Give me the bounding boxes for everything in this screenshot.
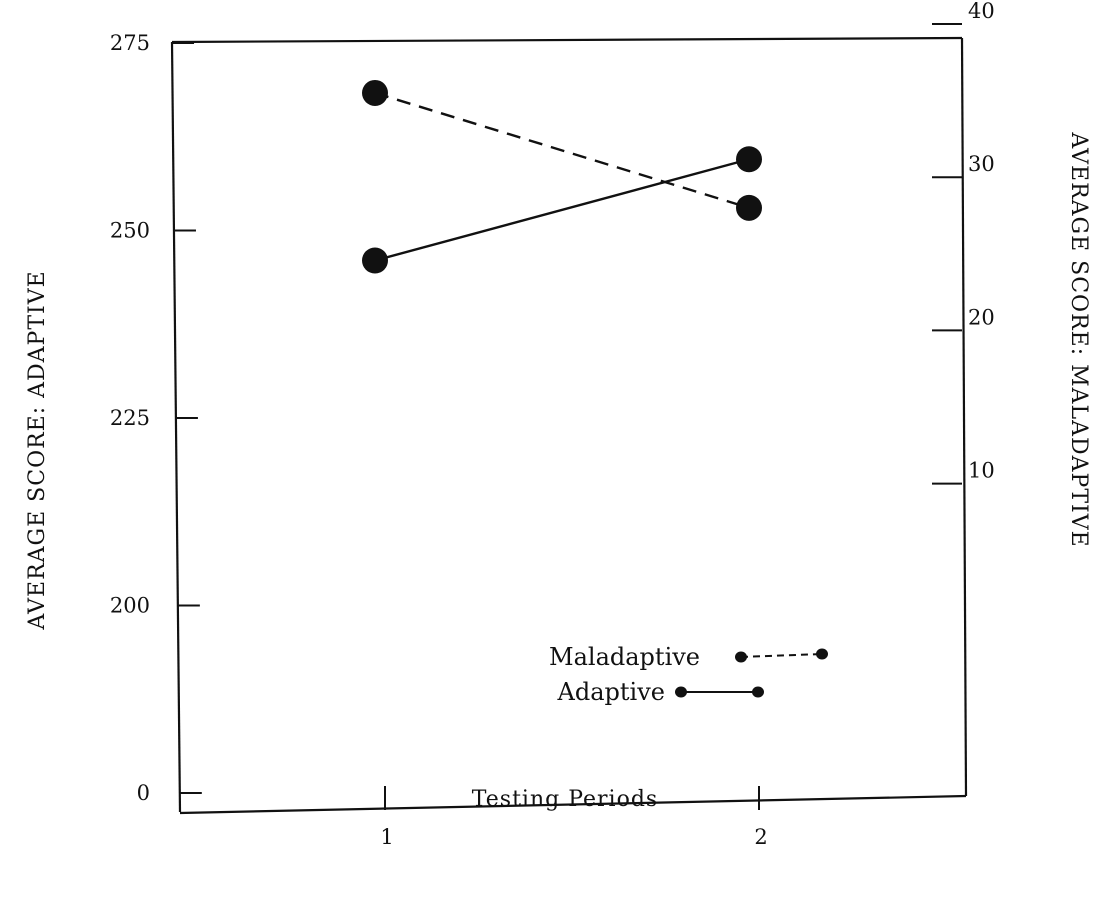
right-tick-label: 40 — [968, 0, 995, 23]
maladaptive-data-point — [362, 79, 388, 106]
plot-frame-right — [960, 37, 968, 797]
x-tick-label: 2 — [754, 825, 767, 849]
left-tick-label: 0 — [137, 781, 150, 805]
left-axis-title: AVERAGE SCORE: ADAPTIVE — [25, 270, 50, 630]
right-axis: 10 20 30 40 — [932, 0, 995, 485]
maladaptive-legend-marker — [816, 648, 828, 660]
maladaptive-data-point — [736, 194, 762, 221]
plot-frame-left — [170, 41, 182, 813]
maladaptive-legend-marker — [735, 651, 747, 663]
legend: Maladaptive Adaptive — [549, 643, 828, 706]
series-layer — [362, 79, 762, 274]
right-tick-label: 10 — [968, 459, 995, 483]
plot-frame — [170, 36, 968, 815]
plot-frame-top — [171, 36, 963, 44]
maladaptive-legend-label: Maladaptive — [549, 643, 700, 671]
left-tick-label: 275 — [110, 31, 150, 55]
maladaptive-legend-line — [740, 653, 823, 658]
right-tick-label: 20 — [968, 305, 995, 329]
maladaptive-series-line — [374, 91, 750, 209]
left-axis: 0 200 225 250 275 — [110, 31, 202, 805]
adaptive-data-point — [736, 146, 762, 173]
right-axis-title: AVERAGE SCORE: MALADAPTIVE — [1066, 131, 1091, 547]
right-tick-label: 30 — [968, 152, 995, 176]
adaptive-legend-label: Adaptive — [557, 678, 665, 706]
adaptive-data-point — [362, 247, 388, 274]
left-tick-label: 225 — [110, 406, 150, 430]
plot-frame-bottom — [179, 794, 967, 815]
adaptive-legend-marker — [675, 686, 687, 698]
x-axis-title: Testing Periods — [472, 787, 658, 812]
x-tick-label: 1 — [380, 825, 393, 849]
left-tick-label: 250 — [110, 219, 150, 243]
left-tick-label: 200 — [110, 594, 150, 618]
adaptive-legend-marker — [752, 686, 764, 698]
adaptive-series-line — [374, 158, 750, 262]
